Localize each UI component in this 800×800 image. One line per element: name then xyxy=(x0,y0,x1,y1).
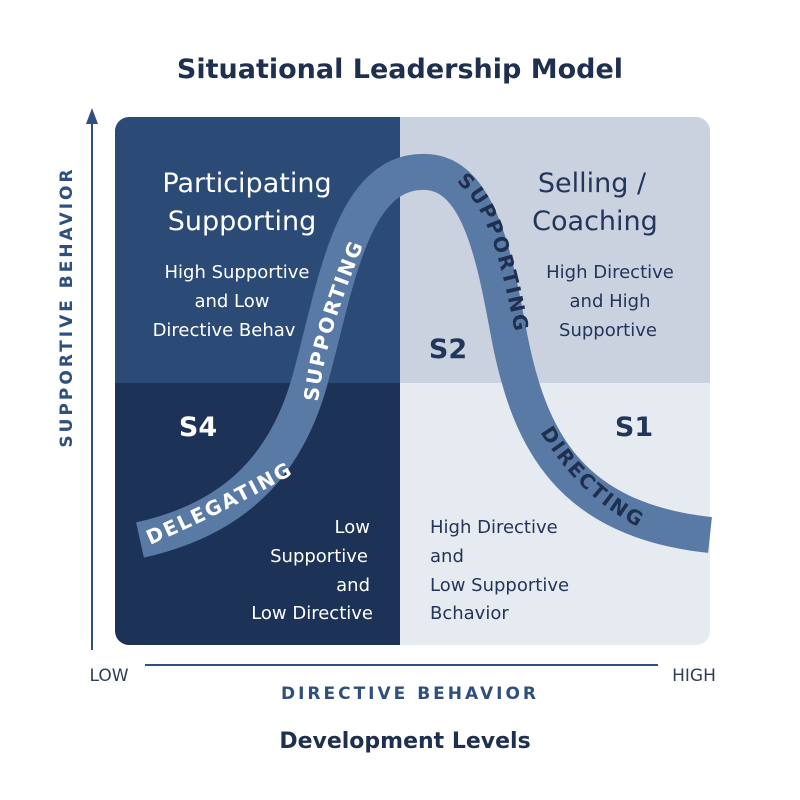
quadrant-top-right-desc-2: and High xyxy=(570,291,651,312)
quadrant-top-right-heading-2: Coaching xyxy=(532,206,658,237)
quadrant-top-left-heading-2: Supporting xyxy=(168,206,317,237)
x-axis-label: DIRECTIVE BEHAVIOR xyxy=(281,684,539,704)
quadrant-bottom-left-desc-2: Supportive xyxy=(270,546,368,567)
x-axis-low-label: LOW xyxy=(89,666,128,686)
quadrant-code-s2: S2 xyxy=(429,334,467,365)
y-axis-arrow-icon xyxy=(86,108,98,124)
quadrant-bottom-right-desc-4: Bchavior xyxy=(430,603,509,624)
quadrant-bottom-left-desc-3: and xyxy=(336,575,370,596)
quadrant-bottom-left xyxy=(115,383,400,645)
quadrant-code-s1: S1 xyxy=(615,412,653,443)
quadrant-top-left-desc-1: High Supportive xyxy=(165,262,310,283)
quadrant-top-left-desc-2: and Low xyxy=(194,291,269,312)
quadrant-top-right-desc-3: Supportive xyxy=(559,320,657,341)
quadrant-bottom-left-desc-1: Low xyxy=(335,517,370,538)
diagram-subtitle: Development Levels xyxy=(279,729,530,754)
quadrant-bottom-right-desc-2: and xyxy=(430,546,464,567)
x-axis-high-label: HIGH xyxy=(672,666,716,686)
quadrant-bottom-left-desc-4: Low Directive xyxy=(251,603,373,624)
y-axis-label: SUPPORTIVE BEHAVIOR xyxy=(57,166,77,447)
quadrant-top-right-heading-1: Selling / xyxy=(538,168,647,199)
quadrant-top-left-desc-3: Directive Behav xyxy=(153,320,296,341)
quadrant-top-right-desc-1: High Directive xyxy=(546,262,674,283)
quadrant-top-left-heading-1: Participating xyxy=(162,168,331,199)
quadrant-code-s4: S4 xyxy=(179,412,217,443)
leadership-curve xyxy=(135,153,713,558)
quadrant-bottom-right-desc-3: Low Supportive xyxy=(430,575,569,596)
diagram-title: Situational Leadership Model xyxy=(177,54,623,85)
quadrant-bottom-right-desc-1: High Directive xyxy=(430,517,558,538)
